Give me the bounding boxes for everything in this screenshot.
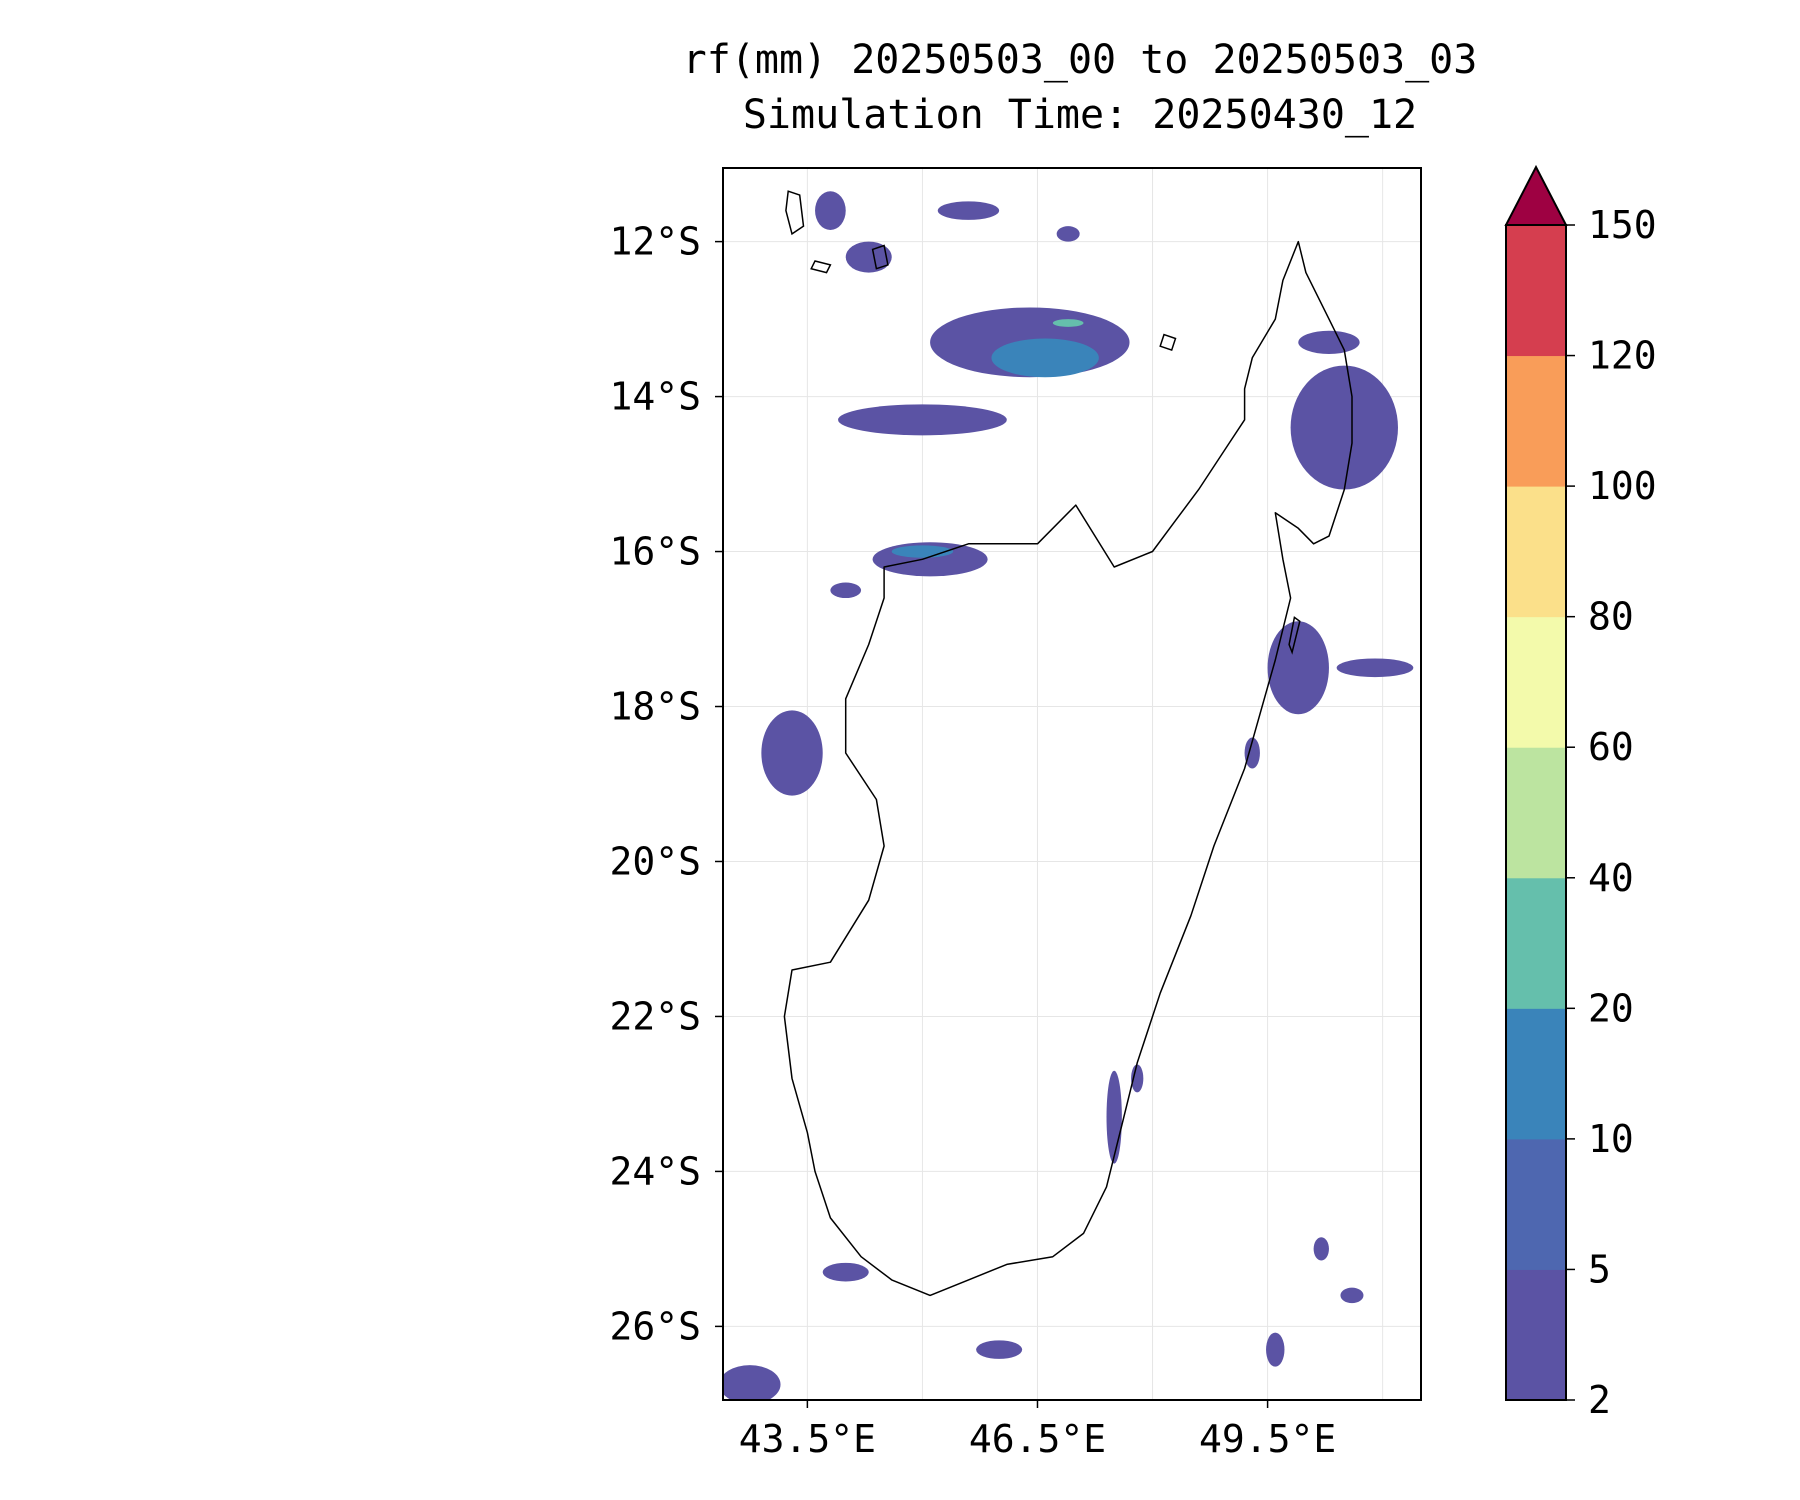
rain-field bbox=[1267, 621, 1329, 715]
island-coastline bbox=[785, 190, 805, 236]
map-title-line2: Simulation Time: 20250430_12 bbox=[743, 92, 1417, 138]
colorbar-extend-arrow bbox=[1504, 164, 1568, 226]
colorbar-tick-label: 80 bbox=[1588, 595, 1634, 639]
colorbar-segment bbox=[1506, 1138, 1566, 1270]
rain-field bbox=[761, 710, 823, 796]
colorbar-segment bbox=[1506, 747, 1566, 879]
x-tick-label: 43.5°E bbox=[739, 1417, 876, 1461]
latitude-ticks: 12°S 14°S 16°S 18°S 20°S 22°S 24°S 26°S bbox=[609, 220, 723, 1348]
rainfall-fields bbox=[723, 191, 1414, 1400]
rain-field bbox=[822, 1262, 869, 1282]
colorbar-tick-label: 120 bbox=[1588, 334, 1657, 378]
x-tick-label: 49.5°E bbox=[1199, 1417, 1336, 1461]
y-tick-label: 26°S bbox=[609, 1304, 701, 1348]
rain-field bbox=[815, 191, 846, 230]
coastline bbox=[783, 190, 1353, 1297]
colorbar-tick-label: 60 bbox=[1588, 725, 1634, 769]
rain-field bbox=[1052, 319, 1084, 327]
y-tick-label: 12°S bbox=[609, 220, 701, 264]
y-tick-label: 14°S bbox=[609, 375, 701, 419]
rain-field bbox=[1313, 1237, 1329, 1261]
colorbar-segment bbox=[1506, 1269, 1566, 1401]
colorbar-tick-label: 10 bbox=[1588, 1117, 1634, 1161]
rain-field bbox=[1056, 226, 1080, 242]
rain-field bbox=[1131, 1064, 1144, 1093]
island-coastline bbox=[871, 244, 889, 270]
colorbar-tick-label: 2 bbox=[1588, 1378, 1611, 1422]
y-tick-label: 16°S bbox=[609, 530, 701, 574]
rain-field bbox=[1244, 737, 1260, 769]
colorbar-segment bbox=[1506, 355, 1566, 487]
rain-field bbox=[838, 404, 1007, 436]
colorbar-segment bbox=[1506, 225, 1566, 357]
madagascar-coastline bbox=[783, 240, 1353, 1297]
colorbar: 2 5 10 20 40 60 80 100 120 150 bbox=[1504, 164, 1657, 1422]
y-tick-label: 18°S bbox=[609, 685, 701, 729]
y-tick-label: 20°S bbox=[609, 839, 701, 883]
rain-field bbox=[1340, 1287, 1364, 1304]
map-panel: 43.5°E 46.5°E 49.5°E 12°S 14°S 16°S 18°S 20°S 2… bbox=[609, 167, 1422, 1461]
y-tick-label: 24°S bbox=[609, 1149, 701, 1193]
rain-field bbox=[830, 582, 862, 599]
colorbar-segment bbox=[1506, 616, 1566, 748]
colorbar-tick-label: 5 bbox=[1588, 1247, 1611, 1291]
rain-field bbox=[845, 241, 892, 273]
rain-field bbox=[991, 338, 1099, 378]
rain-field bbox=[937, 201, 1000, 220]
rain-field bbox=[976, 1340, 1023, 1359]
colorbar-segment bbox=[1506, 486, 1566, 618]
island-coastline bbox=[810, 260, 832, 274]
map-title-line1: rf(mm) 20250503_00 to 20250503_03 bbox=[683, 37, 1478, 83]
rain-field bbox=[1290, 365, 1398, 490]
rain-field bbox=[1336, 658, 1414, 678]
colorbar-tick-label: 100 bbox=[1588, 464, 1657, 508]
colorbar-frame bbox=[1505, 224, 1567, 1401]
y-tick-label: 22°S bbox=[609, 994, 701, 1038]
island-coastline bbox=[1159, 333, 1177, 352]
colorbar-tick-label: 150 bbox=[1588, 203, 1657, 247]
colorbar-segment bbox=[1506, 877, 1566, 1009]
x-tick-label: 46.5°E bbox=[969, 1417, 1106, 1461]
longitude-ticks: 43.5°E 46.5°E 49.5°E bbox=[739, 1400, 1336, 1461]
rain-field bbox=[1106, 1070, 1122, 1164]
rain-field bbox=[1266, 1332, 1285, 1367]
map-frame bbox=[722, 167, 1422, 1401]
rain-field bbox=[1298, 330, 1360, 354]
colorbar-segment bbox=[1506, 1008, 1566, 1140]
rain-field bbox=[723, 1365, 781, 1400]
colorbar-tick-label: 20 bbox=[1588, 986, 1634, 1030]
island-coastline bbox=[1288, 616, 1301, 655]
colorbar-tick-label: 40 bbox=[1588, 856, 1634, 900]
